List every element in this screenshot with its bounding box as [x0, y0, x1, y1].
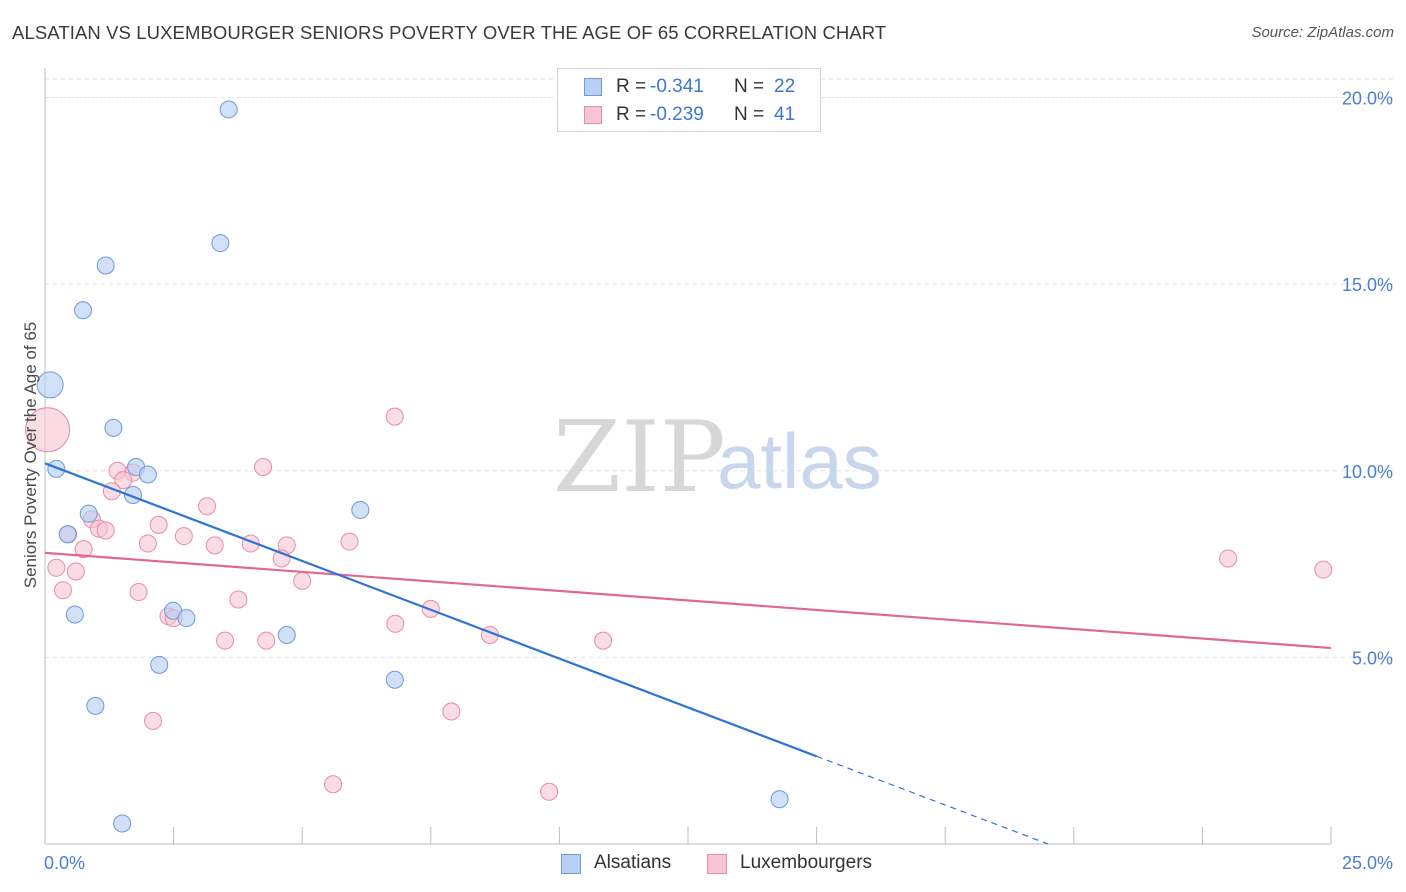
luxembourgers-point — [254, 458, 273, 477]
series-legend: Alsatians Luxembourgers — [0, 852, 1406, 878]
gridlines — [45, 78, 1396, 658]
r-label: R = — [616, 76, 647, 97]
alsatians-point — [177, 609, 196, 628]
x-tick-label-max: 25.0% — [1342, 853, 1393, 873]
alsatians-legend-label: Alsatians — [594, 852, 672, 873]
alsatians-point — [770, 790, 789, 809]
alsatians-point — [104, 418, 123, 437]
alsatians-point — [219, 100, 238, 119]
luxembourgers-point — [174, 527, 193, 546]
alsatians-point — [65, 605, 84, 624]
y-axis-label: Seniors Poverty Over the Age of 65 — [21, 322, 40, 588]
luxembourgers-point — [138, 534, 157, 553]
y-tick-label: 20.0% — [1342, 89, 1393, 109]
luxembourgers-point — [385, 407, 404, 426]
luxembourgers-swatch — [584, 106, 602, 124]
luxembourgers-point — [442, 702, 461, 721]
alsatians-points — [36, 100, 789, 833]
luxembourgers-legend-label: Luxembourgers — [740, 852, 873, 873]
alsatians-legend-swatch — [561, 854, 581, 874]
watermark: ZIP atlas — [553, 401, 882, 515]
alsatians-point — [86, 696, 105, 715]
luxembourgers-point — [1314, 560, 1333, 579]
luxembourgers-point — [54, 581, 73, 600]
luxembourgers-point — [1219, 549, 1238, 568]
chart-title: ALSATIAN VS LUXEMBOURGER SENIORS POVERTY… — [12, 22, 887, 43]
alsatians-trend-extension — [816, 755, 1049, 845]
luxembourgers-point — [386, 614, 405, 633]
n-label: N = — [734, 104, 765, 125]
alsatians-point — [150, 655, 169, 674]
r-value: -0.239 — [650, 104, 704, 125]
alsatians-swatch — [584, 78, 602, 96]
alsatians-point — [211, 234, 230, 253]
luxembourgers-point — [149, 515, 168, 534]
luxembourgers-point — [594, 631, 613, 650]
alsatians-point — [351, 500, 370, 519]
alsatians-point — [138, 465, 157, 484]
y-tick-label: 5.0% — [1352, 648, 1393, 668]
y-tick-labels: 5.0% 10.0% 15.0% 20.0% — [1342, 89, 1393, 669]
x-tick-label-min: 0.0% — [44, 853, 85, 873]
trend-lines — [44, 462, 1332, 845]
luxembourgers-point — [96, 521, 115, 540]
n-value: 41 — [774, 104, 796, 125]
alsatians-point — [58, 525, 77, 544]
n-value: 22 — [774, 76, 796, 97]
watermark-zip: ZIP — [553, 401, 726, 515]
luxembourgers-point — [216, 631, 235, 650]
alsatians-point — [47, 459, 66, 478]
axes — [44, 68, 1332, 845]
luxembourgers-point — [66, 562, 85, 581]
y-tick-label: 15.0% — [1342, 275, 1393, 295]
alsatians-point — [74, 301, 93, 320]
luxembourgers-point — [340, 532, 359, 551]
legend-row-luxembourgers: R = -0.239 N = 41 — [558, 101, 820, 129]
alsatians-trend-line — [44, 462, 817, 758]
luxembourgers-point — [257, 631, 276, 650]
luxembourgers-point — [47, 558, 66, 577]
r-label: R = — [616, 104, 647, 125]
luxembourgers-point — [144, 711, 163, 730]
x-tick-labels: 0.0% 25.0% — [44, 853, 1393, 873]
source-credit: Source: ZipAtlas.com — [1251, 24, 1394, 41]
alsatians-point — [79, 504, 98, 523]
alsatians-point — [277, 625, 296, 644]
n-label: N = — [734, 76, 765, 97]
luxembourgers-point — [293, 571, 312, 590]
luxembourgers-point — [205, 536, 224, 555]
legend-row-alsatians: R = -0.341 N = 22 — [558, 73, 820, 101]
r-value: -0.341 — [650, 76, 704, 97]
luxembourgers-point — [25, 407, 71, 453]
watermark-atlas: atlas — [717, 417, 882, 505]
luxembourgers-trend-line — [44, 551, 1332, 650]
alsatians-point — [36, 371, 64, 399]
luxembourgers-point — [540, 782, 559, 801]
luxembourgers-point — [198, 497, 217, 516]
luxembourgers-point — [129, 583, 148, 602]
y-tick-label: 10.0% — [1342, 462, 1393, 482]
alsatians-point — [113, 814, 132, 833]
luxembourgers-legend-swatch — [707, 854, 727, 874]
luxembourgers-point — [74, 540, 93, 559]
alsatians-point — [385, 670, 404, 689]
luxembourgers-point — [229, 590, 248, 609]
luxembourgers-point — [324, 775, 343, 794]
luxembourgers-point — [114, 471, 133, 490]
correlation-legend: R = -0.341 N = 22 R = -0.239 N = 41 — [557, 68, 821, 132]
alsatians-point — [96, 256, 115, 275]
